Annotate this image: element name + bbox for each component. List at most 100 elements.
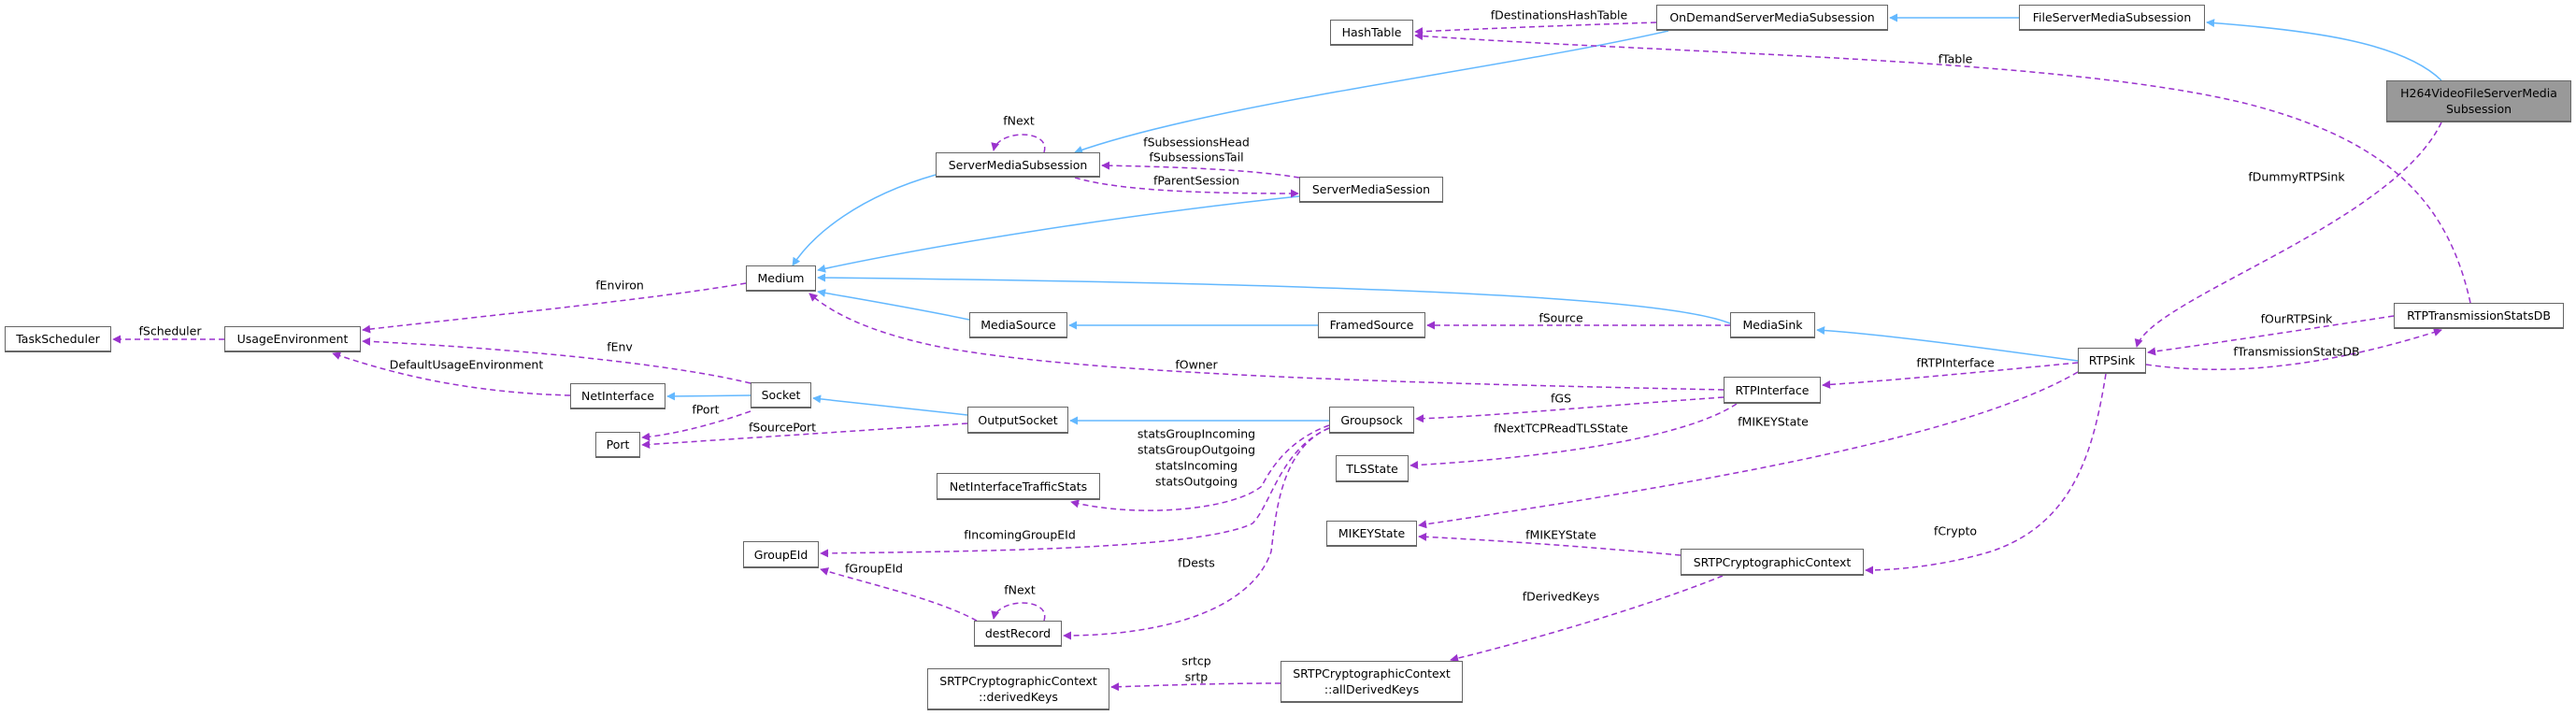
edge-label: statsIncoming	[1154, 458, 1238, 473]
class-name-line: MIKEYState	[1338, 526, 1406, 540]
usage-edge-destrecord-to-destrecord	[991, 602, 1046, 622]
usage-edge-groupsock-to-destrecord	[1063, 427, 1330, 640]
class-node-usageenvironment[interactable]: UsageEnvironment	[224, 326, 361, 352]
class-name-line: FramedSource	[1329, 318, 1414, 332]
edge-label: fOurRTPSink	[2260, 311, 2333, 326]
class-name-line: Socket	[761, 388, 801, 402]
class-node-netinterface[interactable]: NetInterface	[570, 383, 665, 409]
class-name-line: Medium	[757, 271, 805, 285]
class-node-destrecord[interactable]: destRecord	[974, 621, 1062, 647]
edge-label: fNext	[1003, 113, 1035, 128]
class-node-socket[interactable]: Socket	[751, 382, 811, 408]
edge-label: statsOutgoing	[1154, 474, 1238, 489]
class-node-servermediasubsession[interactable]: ServerMediaSubsession	[936, 152, 1100, 178]
edge-label: fParentSession	[1152, 173, 1240, 188]
usage-edge-groupsock-to-groupeid	[820, 427, 1330, 558]
class-name-line: NetInterface	[581, 389, 654, 403]
edge-label: fCrypto	[1933, 523, 1978, 538]
class-node-allderivedkeys[interactable]: SRTPCryptographicContext::allDerivedKeys	[1281, 661, 1463, 703]
usage-edge-h264videofileservermediasubsession-to-rtpsink	[2134, 122, 2442, 348]
usage-edge-rtpinterface-to-medium	[809, 293, 1724, 391]
class-name-line: Subsession	[2445, 102, 2512, 116]
class-name-line: MediaSource	[980, 318, 1056, 332]
class-name-line: TLSState	[1346, 461, 1398, 476]
edge-label: fDerivedKeys	[1522, 589, 1600, 604]
class-name-line: OnDemandServerMediaSubsession	[1669, 10, 1875, 24]
class-node-rtptransmissionstatsdb[interactable]: RTPTransmissionStatsDB	[2394, 303, 2564, 329]
class-node-groupsock[interactable]: Groupsock	[1329, 407, 1414, 434]
class-node-servermediasession[interactable]: ServerMediaSession	[1299, 177, 1443, 203]
class-name-line: RTPTransmissionStatsDB	[2407, 308, 2551, 322]
class-node-derivedkeys[interactable]: SRTPCryptographicContext::derivedKeys	[927, 668, 1109, 710]
usage-edge-servermediasubsession-to-servermediasubsession	[991, 134, 1046, 153]
inheritance-edge-servermediasubsession-to-medium	[792, 174, 937, 266]
class-name-line: Port	[606, 437, 630, 451]
class-name-line: ServerMediaSession	[1311, 182, 1431, 196]
usage-edge-rtptransmissionstatsdb-to-rtpsink	[2147, 315, 2395, 356]
edge-label: DefaultUsageEnvironment	[389, 357, 544, 372]
class-name-line: UsageEnvironment	[236, 332, 349, 346]
inheritance-edge-mediasink-to-medium	[817, 273, 1731, 324]
class-node-taskscheduler[interactable]: TaskScheduler	[5, 326, 111, 352]
class-name-line: NetInterfaceTrafficStats	[949, 479, 1088, 494]
usage-edge-rtpsink-to-rtptransmissionstatsdb	[2145, 328, 2442, 371]
inheritance-edge-servermediasession-to-medium	[817, 195, 1300, 273]
edge-label: fEnv	[607, 339, 633, 354]
class-node-groupeid[interactable]: GroupEId	[743, 541, 819, 568]
class-node-ondemandservermediasubsession[interactable]: OnDemandServerMediaSubsession	[1656, 5, 1888, 31]
edge-label: fScheduler	[138, 323, 202, 338]
class-node-rtpinterface[interactable]: RTPInterface	[1724, 377, 1821, 404]
usage-edge-netinterface-to-usageenvironment	[332, 351, 571, 396]
class-node-framedsource[interactable]: FramedSource	[1318, 312, 1425, 338]
edge-label: fOwner	[1175, 357, 1218, 372]
edge-label: fMIKEYState	[1738, 414, 1809, 429]
inheritance-edge-rtpsink-to-mediasink	[1816, 326, 2079, 362]
usage-edge-medium-to-usageenvironment	[362, 282, 747, 334]
class-name-line: ::allDerivedKeys	[1324, 682, 1420, 696]
class-name-line: HashTable	[1341, 25, 1402, 39]
edge-label: srtp	[1184, 669, 1209, 684]
class-node-outputsocket[interactable]: OutputSocket	[967, 407, 1068, 434]
class-node-mikeystate[interactable]: MIKEYState	[1326, 521, 1417, 547]
class-name-line: RTPSink	[2088, 353, 2136, 367]
class-node-hashtable[interactable]: HashTable	[1330, 20, 1413, 46]
class-node-netinterfacetrafficstats[interactable]: NetInterfaceTrafficStats	[937, 473, 1100, 500]
edge-label: fSource	[1538, 310, 1583, 325]
class-node-mediasource[interactable]: MediaSource	[969, 312, 1067, 338]
edge-label: fNextTCPReadTLSState	[1494, 421, 1628, 436]
class-node-rtpsink[interactable]: RTPSink	[2078, 348, 2146, 374]
usage-edge-srtpcryptographiccontext-to-allderivedkeys	[1450, 575, 1724, 663]
class-node-port[interactable]: Port	[595, 432, 640, 458]
edge-label: srtcp	[1181, 653, 1211, 668]
class-name-line: TaskScheduler	[16, 332, 100, 346]
class-node-tlsstate[interactable]: TLSState	[1336, 455, 1409, 482]
edge-label: statsGroupIncoming	[1137, 426, 1256, 441]
class-node-medium[interactable]: Medium	[746, 265, 816, 292]
usage-edge-ondemandservermediasubsession-to-hashtable	[1414, 21, 1657, 36]
class-name-line: H264VideoFileServerMedia	[2400, 86, 2557, 100]
usage-edge-servermediasession-to-servermediasubsession	[1101, 161, 1300, 179]
edge-label: fTable	[1938, 51, 1973, 66]
usage-edge-outputsocket-to-port	[641, 422, 968, 449]
class-name-line: RTPInterface	[1735, 382, 1810, 397]
edge-label: fEnviron	[595, 278, 644, 293]
class-node-fileservermediasubsession[interactable]: FileServerMediaSubsession	[2019, 5, 2205, 31]
class-name-line: SRTPCryptographicContext	[1293, 666, 1451, 680]
usage-edge-allderivedkeys-to-derivedkeys	[1110, 682, 1281, 692]
edge-label: fDummyRTPSink	[2248, 169, 2345, 184]
inheritance-edge-ondemandservermediasubsession-to-servermediasubsession	[1074, 30, 1669, 154]
class-name-line: SRTPCryptographicContext	[939, 674, 1097, 688]
class-node-h264videofileservermediasubsession[interactable]: H264VideoFileServerMedia Subsession	[2386, 80, 2571, 122]
class-name-line: FileServerMediaSubsession	[2032, 10, 2192, 24]
edge-label: statsGroupOutgoing	[1137, 442, 1256, 457]
edge-label: fTransmissionStatsDB	[2233, 344, 2360, 359]
edge-label: fGroupEId	[845, 561, 903, 576]
class-node-srtpcryptographiccontext[interactable]: SRTPCryptographicContext	[1681, 549, 1864, 576]
class-node-mediasink[interactable]: MediaSink	[1730, 312, 1815, 338]
class-name-line: MediaSink	[1742, 318, 1803, 332]
usage-edge-destrecord-to-groupeid	[820, 567, 978, 622]
usage-edge-rtpinterface-to-groupsock	[1415, 396, 1724, 423]
class-name-line: destRecord	[984, 626, 1052, 640]
